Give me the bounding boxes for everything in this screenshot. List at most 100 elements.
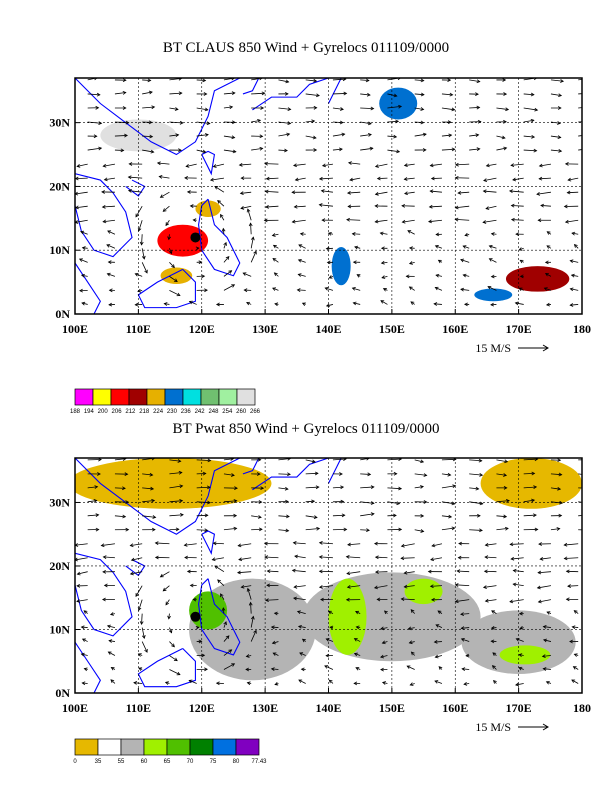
wind-vector-head <box>505 499 510 503</box>
wind-vector-head <box>318 541 323 545</box>
wind-vector-head <box>221 227 226 232</box>
wind-vector <box>82 682 88 684</box>
coastline <box>328 458 342 484</box>
wind-vector-head <box>188 300 193 305</box>
wind-vector-head <box>490 274 495 279</box>
wind-vector <box>293 542 306 545</box>
wind-vector <box>278 133 290 137</box>
wind-vector <box>223 135 235 139</box>
wind-vector-head <box>382 288 387 292</box>
wind-vector-head <box>367 121 372 126</box>
wind-vector <box>250 251 257 263</box>
wind-vector <box>414 107 424 110</box>
wind-vector <box>409 261 415 265</box>
wind-vector-head <box>503 485 508 490</box>
wind-vector <box>515 683 524 686</box>
wind-vector <box>223 635 230 642</box>
coastline <box>75 552 133 637</box>
wind-vector <box>414 133 427 137</box>
wind-vector-head <box>318 569 323 574</box>
wind-vector-head <box>485 163 490 168</box>
wind-vector-head <box>243 288 248 293</box>
wind-vector-head <box>533 148 538 153</box>
wind-vector-head <box>339 120 344 125</box>
wind-vector-head <box>133 681 138 685</box>
wind-vector <box>223 649 232 656</box>
wind-vector-head <box>404 191 408 196</box>
wind-vector <box>81 653 88 656</box>
wind-vector <box>414 121 424 124</box>
wind-vector-head <box>122 90 127 95</box>
wind-vector-head <box>345 597 350 602</box>
wind-vector <box>550 528 560 531</box>
wind-vector <box>360 121 372 125</box>
wind-vector-head <box>312 135 317 140</box>
wind-vector-head <box>292 541 297 545</box>
wind-vector-head <box>403 163 408 168</box>
wind-vector-head <box>195 246 200 251</box>
wind-vector-head <box>564 162 569 166</box>
wind-vector-head <box>545 680 550 685</box>
wind-vector-head <box>490 302 495 307</box>
wind-vector-head <box>106 244 111 248</box>
wind-vector <box>75 557 88 561</box>
colorbar-label: 218 <box>139 409 150 415</box>
wind-vector-head <box>246 301 251 306</box>
coastline <box>198 198 241 277</box>
wind-vector-head <box>179 499 184 503</box>
wind-vector <box>380 655 388 658</box>
wind-vector <box>109 640 115 642</box>
wind-vector-head <box>430 176 435 181</box>
wind-vector-head <box>429 189 434 194</box>
wind-vector <box>543 668 551 670</box>
wind-vector-head <box>107 230 112 234</box>
wind-vector-head <box>257 118 262 123</box>
wind-vector-head <box>110 679 115 684</box>
wind-vector <box>469 473 483 476</box>
wind-vector-head <box>286 132 291 137</box>
wind-vector <box>435 287 443 291</box>
wind-vector-head <box>515 682 520 687</box>
wind-vector-head <box>586 120 589 123</box>
colorbar-label: 236 <box>181 409 192 415</box>
wind-vector <box>114 458 126 461</box>
wind-vector-head <box>356 274 361 278</box>
wind-vector-head <box>102 569 107 574</box>
wind-vector-head <box>97 472 101 476</box>
wind-vector-head <box>401 219 406 224</box>
y-tick-label: 10N <box>49 243 70 257</box>
wind-vector-head <box>558 513 563 518</box>
wind-vector <box>360 486 374 489</box>
wind-vector-head <box>259 146 264 151</box>
wind-vector-head <box>293 204 298 209</box>
wind-vector <box>523 107 538 111</box>
wind-vector-head <box>339 107 344 111</box>
colorbar-swatch <box>182 388 202 406</box>
colorbar-swatch <box>128 388 148 406</box>
wind-vector-head <box>94 485 99 489</box>
wind-vector-head <box>150 149 155 154</box>
wind-vector-head <box>175 527 180 532</box>
wind-vector-head <box>178 91 183 96</box>
wind-vector-head <box>420 485 424 489</box>
wind-vector-head <box>448 514 453 519</box>
wind-vector-head <box>95 105 100 110</box>
wind-vector-head <box>125 527 130 532</box>
wind-vector <box>325 287 334 291</box>
wind-vector-head <box>237 570 241 575</box>
wind-vector <box>130 543 143 547</box>
wind-vector <box>382 641 388 644</box>
wind-vector <box>278 149 288 152</box>
wind-vector-head <box>127 189 132 193</box>
wind-vector <box>441 515 452 518</box>
wind-vector-head <box>134 302 139 307</box>
wind-vector <box>463 274 470 277</box>
wind-vector-head <box>353 652 358 657</box>
wind-vector <box>196 149 206 153</box>
wind-vector-head <box>435 232 440 237</box>
wind-vector-head <box>127 175 132 180</box>
wind-vector <box>354 246 361 249</box>
wind-vector-head <box>248 601 253 606</box>
wind-vector-head <box>177 459 182 463</box>
wind-vector-head <box>570 273 575 278</box>
